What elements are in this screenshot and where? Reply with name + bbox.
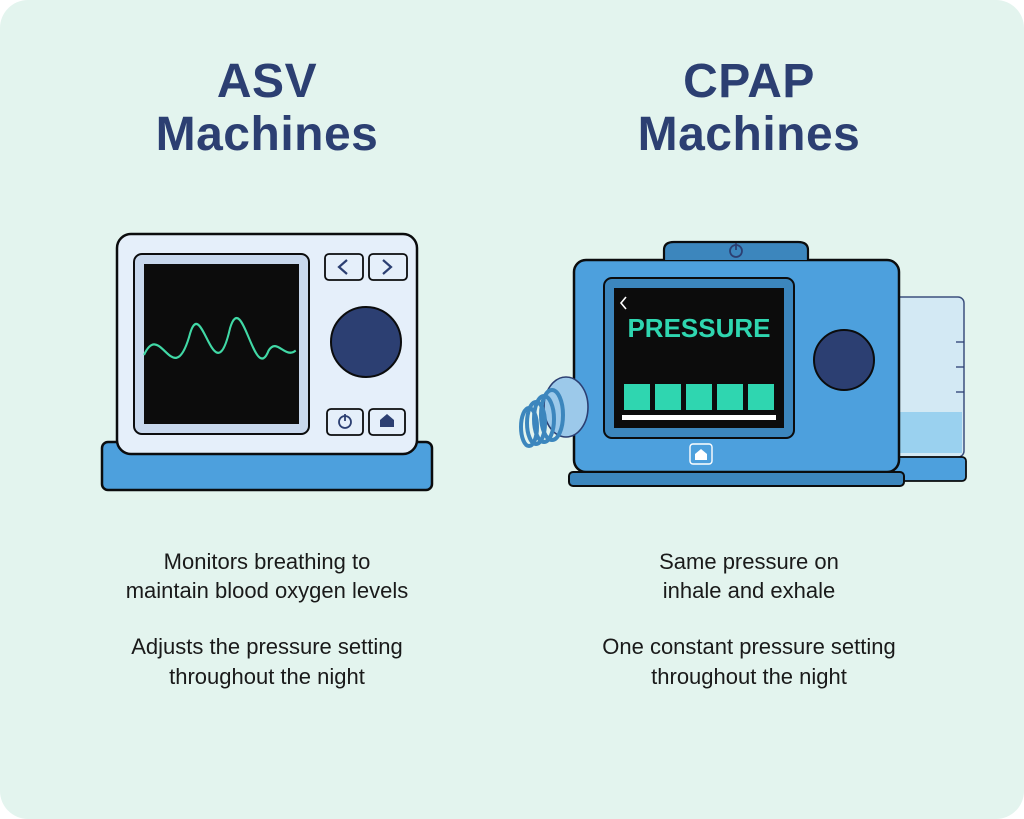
asv-desc-1: Monitors breathing tomaintain blood oxyg…: [126, 547, 409, 606]
cpap-machine-illustration: PRESSURE: [514, 202, 984, 522]
infographic-canvas: ASVMachines: [0, 0, 1024, 819]
cpap-screen-text: PRESSURE: [627, 313, 770, 343]
cpap-column: CPAPMachines: [514, 56, 984, 769]
cpap-description: Same pressure oninhale and exhale One co…: [602, 547, 896, 718]
cpap-desc-1: Same pressure oninhale and exhale: [602, 547, 896, 606]
cpap-title: CPAPMachines: [638, 56, 861, 162]
asv-desc-2: Adjusts the pressure settingthroughout t…: [126, 632, 409, 691]
asv-column: ASVMachines: [40, 56, 494, 769]
cpap-desc-2: One constant pressure settingthroughout …: [602, 632, 896, 691]
asv-machine-illustration: [72, 202, 462, 522]
asv-description: Monitors breathing tomaintain blood oxyg…: [126, 547, 409, 718]
asv-title: ASVMachines: [156, 56, 379, 162]
